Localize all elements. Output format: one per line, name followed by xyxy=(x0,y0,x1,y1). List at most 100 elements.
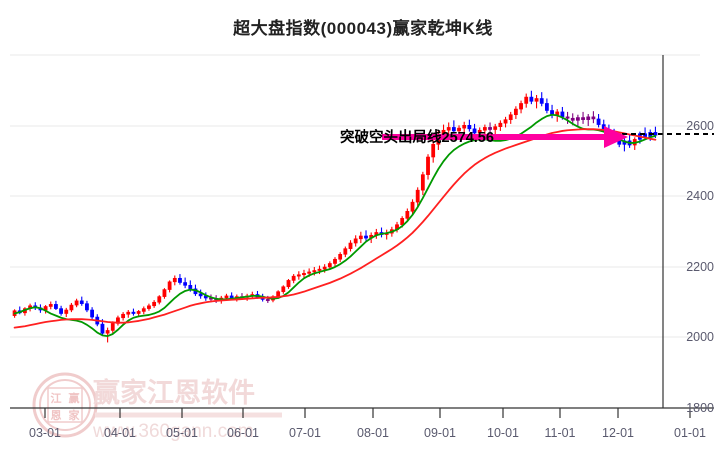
page-title: 超大盘指数(000043)赢家乾坤K线 xyxy=(233,19,493,38)
candle xyxy=(534,94,539,109)
candle xyxy=(426,154,430,180)
candle xyxy=(126,310,131,318)
candle xyxy=(141,306,146,315)
candle xyxy=(131,308,136,316)
candle xyxy=(183,277,188,289)
candle xyxy=(198,289,203,299)
candle xyxy=(622,137,627,152)
watermark-url: www.360gann.com xyxy=(92,421,254,442)
candle xyxy=(152,300,157,308)
candle xyxy=(565,111,570,124)
candle xyxy=(415,187,420,207)
candle xyxy=(90,307,95,320)
x-tick-label: 03-01 xyxy=(29,426,61,440)
candle xyxy=(550,104,554,119)
seal-char-0: 江 xyxy=(51,391,62,405)
candle xyxy=(482,124,487,136)
candle xyxy=(110,321,115,334)
candle xyxy=(291,274,296,284)
breakout-annotation-label: 突破空头出局线2574.56 xyxy=(340,128,494,146)
candle xyxy=(472,123,477,136)
candle xyxy=(410,199,415,215)
x-tick-label: 07-01 xyxy=(289,426,321,440)
candle xyxy=(54,300,58,310)
candle xyxy=(508,111,513,124)
candle xyxy=(162,288,167,299)
candle xyxy=(503,116,508,128)
y-tick-label: 1800 xyxy=(686,401,714,415)
candle xyxy=(591,111,596,124)
candle xyxy=(59,305,63,316)
candle xyxy=(575,114,580,127)
candle xyxy=(539,92,544,107)
candle xyxy=(121,312,126,321)
candle xyxy=(379,227,384,238)
candle xyxy=(79,296,84,306)
candle xyxy=(105,327,110,343)
x-tick-label: 05-01 xyxy=(166,426,198,440)
candle xyxy=(529,90,534,105)
candle xyxy=(64,307,69,318)
candle xyxy=(172,275,177,286)
candle xyxy=(627,134,632,148)
candle xyxy=(74,298,79,308)
candle xyxy=(451,120,456,134)
watermark-layer: 江 赢 恩 家 赢家江恩软件 www.360gann.com xyxy=(32,372,282,442)
candle xyxy=(286,278,291,289)
x-tick-label: 04-01 xyxy=(104,426,136,440)
x-tick-label: 12-01 xyxy=(602,426,634,440)
candle xyxy=(348,240,353,252)
candle xyxy=(343,246,348,258)
candle xyxy=(596,114,601,128)
candle xyxy=(33,302,38,310)
y-tick-label: 2200 xyxy=(686,260,714,274)
candle xyxy=(296,271,301,280)
x-tick-label: 10-01 xyxy=(487,426,519,440)
candle xyxy=(167,280,172,293)
x-tick-label: 01-01 xyxy=(674,426,706,440)
ma-line-0 xyxy=(13,113,657,337)
candle xyxy=(338,252,343,263)
candle xyxy=(281,285,286,294)
candle xyxy=(544,98,549,114)
candle xyxy=(467,119,472,132)
seal-char-1: 赢 xyxy=(69,391,80,405)
candle xyxy=(358,231,363,244)
watermark-brand: 赢家江恩软件 xyxy=(93,377,255,408)
seal-char-3: 家 xyxy=(69,408,81,422)
candle xyxy=(116,315,120,326)
candle xyxy=(581,111,585,124)
candle xyxy=(498,120,503,131)
breakout-arrow-head xyxy=(604,126,628,148)
candle xyxy=(462,121,467,134)
candle xyxy=(353,235,358,247)
x-axis-ticks: 03-01 04-01 05-01 06-01 07-01 08-01 09-01 10-01… xyxy=(29,408,706,440)
candlestick-series xyxy=(12,90,658,343)
y-axis-ticks: 2600 2400 2200 2000 1800 xyxy=(686,119,714,415)
seal-char-2: 恩 xyxy=(51,409,62,422)
ma-line-1 xyxy=(13,128,657,329)
candle xyxy=(178,274,182,285)
candle xyxy=(69,302,74,313)
moving-average-series xyxy=(13,113,657,337)
candle xyxy=(374,228,379,239)
candle xyxy=(48,301,53,310)
x-tick-label: 09-01 xyxy=(424,426,456,440)
x-tick-label: 11-01 xyxy=(544,426,575,440)
candle xyxy=(157,295,162,305)
candle xyxy=(519,100,523,114)
y-tick-label: 2600 xyxy=(686,119,714,133)
candle xyxy=(302,269,306,279)
candle xyxy=(513,106,518,119)
x-tick-label: 08-01 xyxy=(357,426,389,440)
axes: 03-01 04-01 05-01 06-01 07-01 08-01 09-01 10-01… xyxy=(10,55,714,440)
candle xyxy=(586,114,591,126)
candle xyxy=(384,229,389,240)
candle xyxy=(333,257,337,267)
candle xyxy=(420,171,425,196)
candle xyxy=(405,208,410,222)
candle xyxy=(85,300,89,313)
candle xyxy=(147,303,151,311)
